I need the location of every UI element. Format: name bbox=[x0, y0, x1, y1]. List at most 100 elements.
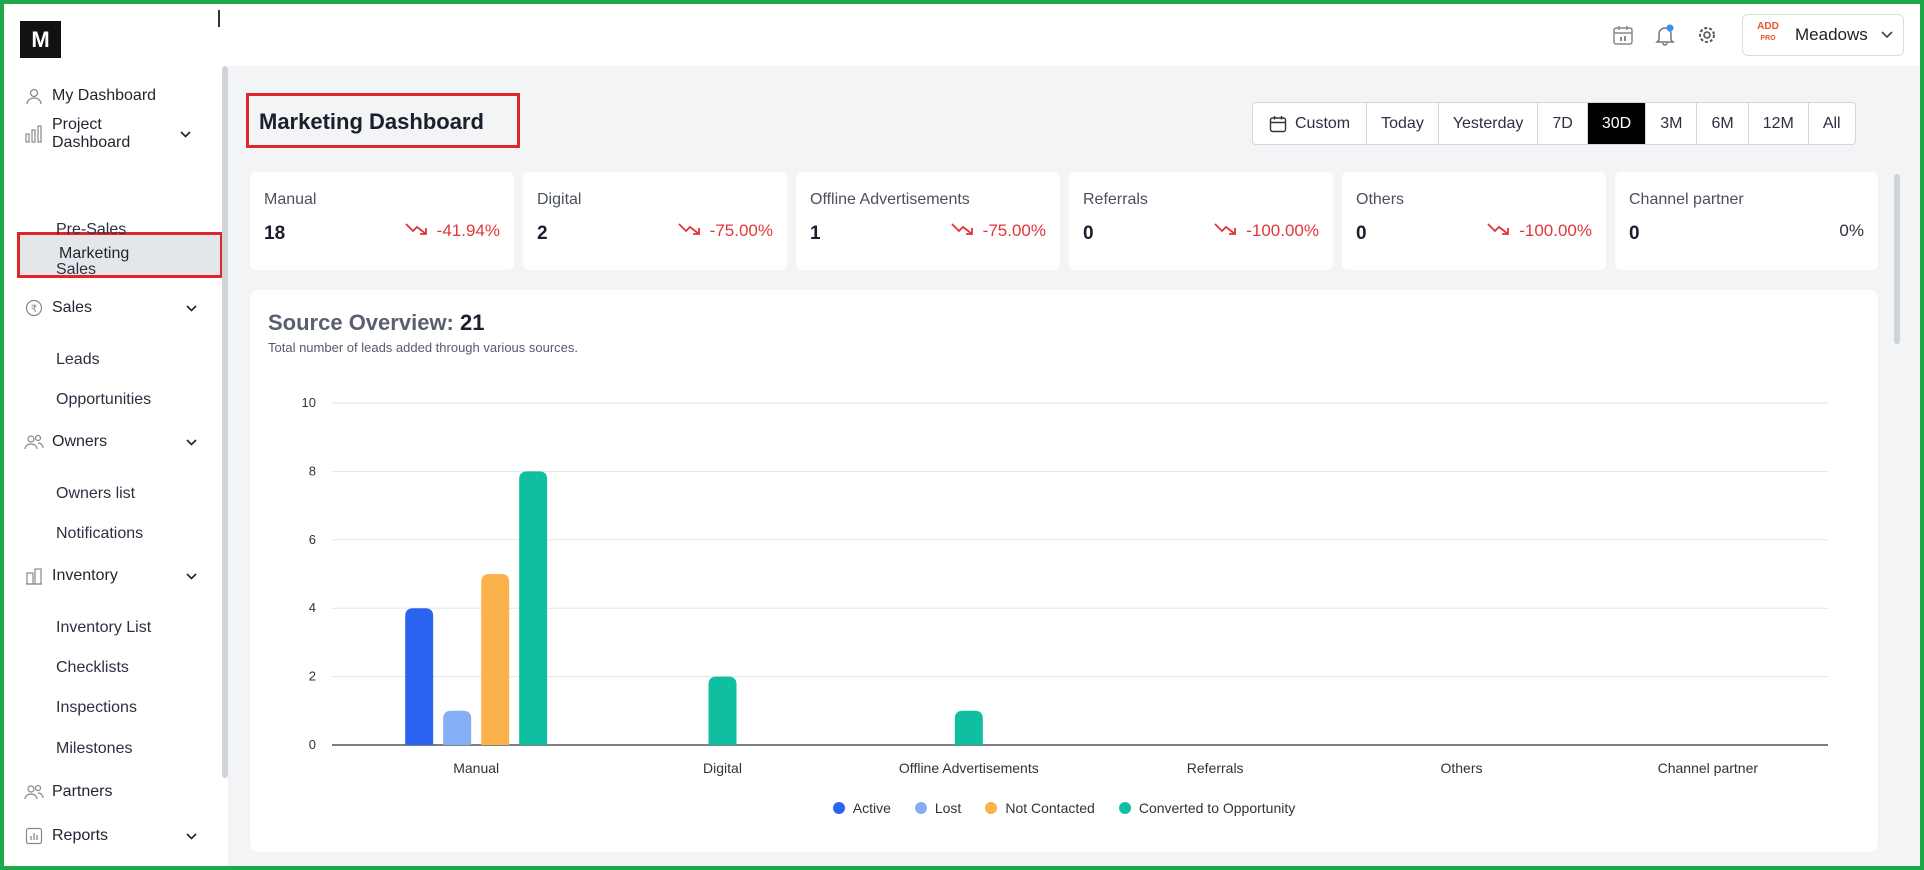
source-card-referrals[interactable]: Referrals 0 -100.00% bbox=[1069, 172, 1333, 270]
legend-item[interactable]: Active bbox=[832, 800, 891, 816]
legend-label: Not Contacted bbox=[1005, 800, 1095, 816]
card-change-value: -100.00% bbox=[1246, 221, 1319, 240]
x-tick-label: Channel partner bbox=[1658, 760, 1759, 776]
sidebar-item-owners[interactable]: Owners bbox=[4, 422, 214, 462]
legend-item[interactable]: Not Contacted bbox=[985, 800, 1095, 816]
card-change: -75.00% bbox=[678, 221, 773, 241]
sidebar-item-inventory[interactable]: Inventory bbox=[4, 556, 214, 596]
top-bar: M ADD PRO Meadows bbox=[0, 0, 1924, 66]
report-icon bbox=[22, 824, 46, 848]
bar-lost bbox=[443, 710, 472, 745]
source-card-manual[interactable]: Manual 18 -41.94% bbox=[250, 172, 514, 270]
sidebar-subitem-notifications[interactable]: Notifications bbox=[56, 525, 144, 542]
card-value: 18 bbox=[264, 223, 286, 244]
company-logo-bottom: PRO bbox=[1760, 35, 1776, 42]
sidebar-subitem-inspections[interactable]: Inspections bbox=[56, 699, 137, 716]
range-today-button[interactable]: Today bbox=[1366, 103, 1438, 144]
card-change: -75.00% bbox=[951, 221, 1046, 241]
trend-down-icon bbox=[405, 221, 437, 241]
y-tick-label: 8 bbox=[309, 463, 316, 478]
sidebar-subitem-milestones[interactable]: Milestones bbox=[56, 740, 133, 757]
card-change: -100.00% bbox=[1487, 221, 1592, 241]
sidebar-subitem-inventory-list[interactable]: Inventory List bbox=[56, 619, 152, 636]
app-logo[interactable]: M bbox=[20, 21, 61, 58]
range-label: Custom bbox=[1295, 114, 1351, 132]
legend-item[interactable]: Converted to Opportunity bbox=[1118, 800, 1296, 816]
gear-icon[interactable] bbox=[1692, 20, 1722, 50]
source-card-offline[interactable]: Offline Advertisements 1 -75.00% bbox=[796, 172, 1060, 270]
trend-down-icon bbox=[678, 221, 710, 241]
sidebar-subitem-owners-list[interactable]: Owners list bbox=[56, 485, 136, 502]
sidebar-scrollbar[interactable] bbox=[222, 66, 228, 778]
card-name: Referrals bbox=[1083, 191, 1148, 208]
users-icon bbox=[22, 780, 46, 804]
chevron-down-icon bbox=[186, 438, 200, 446]
card-change-value: -75.00% bbox=[709, 221, 773, 240]
sidebar-item-partners[interactable]: Partners bbox=[4, 772, 214, 812]
sidebar-item-reports[interactable]: Reports bbox=[4, 816, 214, 856]
user-menu[interactable]: ADD PRO Meadows bbox=[1742, 14, 1904, 56]
legend-label: Lost bbox=[934, 800, 962, 816]
range-6m-button[interactable]: 6M bbox=[1696, 103, 1747, 144]
card-change-value: -41.94% bbox=[436, 221, 500, 240]
sidebar-subitem-checklists[interactable]: Checklists bbox=[56, 659, 129, 676]
range-7d-button[interactable]: 7D bbox=[1537, 103, 1586, 144]
card-name: Others bbox=[1356, 191, 1405, 208]
chevron-down-icon bbox=[186, 304, 200, 312]
range-all-button[interactable]: All bbox=[1807, 103, 1855, 144]
sidebar-item-label: Owners bbox=[52, 433, 108, 450]
sidebar-subitem-pre-sales[interactable]: Pre-Sales bbox=[56, 221, 127, 238]
source-card-channel-partner[interactable]: Channel partner 0 0% bbox=[1615, 172, 1878, 270]
x-tick-label: Digital bbox=[703, 760, 742, 776]
overview-total: 21 bbox=[460, 310, 485, 335]
calendar-icon[interactable] bbox=[1608, 20, 1638, 50]
legend-dot bbox=[914, 802, 927, 814]
sidebar-item-label: Project Dashboard bbox=[52, 116, 131, 151]
main-scrollbar[interactable] bbox=[1894, 174, 1900, 344]
overview-title-label: Source Overview: bbox=[268, 310, 454, 335]
range-yesterday-button[interactable]: Yesterday bbox=[1437, 103, 1538, 144]
sidebar-item-sales[interactable]: ₹ Sales bbox=[4, 288, 214, 328]
bar-chart-icon bbox=[22, 122, 46, 146]
user-name: Meadows bbox=[1795, 25, 1868, 44]
sidebar-item-project-dashboard[interactable]: Project Dashboard bbox=[4, 114, 214, 154]
card-value: 1 bbox=[810, 223, 821, 244]
card-value: 2 bbox=[537, 223, 548, 244]
x-tick-label: Manual bbox=[453, 760, 499, 776]
chart-legend: Active Lost Not Contacted Converted to Oppo… bbox=[250, 800, 1878, 816]
sidebar-item-label: Partners bbox=[52, 783, 113, 800]
card-change-value: -75.00% bbox=[982, 221, 1046, 240]
sidebar-item-label: Inventory bbox=[52, 567, 118, 584]
company-logo-top: ADD bbox=[1757, 21, 1779, 32]
page-title-box: Marketing Dashboard bbox=[246, 93, 520, 148]
card-change: -41.94% bbox=[405, 221, 500, 241]
sidebar-subitem-opportunities[interactable]: Opportunities bbox=[56, 391, 152, 408]
sidebar-subitem-sales[interactable]: Sales bbox=[56, 261, 97, 278]
card-name: Manual bbox=[264, 191, 317, 208]
range-3m-button[interactable]: 3M bbox=[1645, 103, 1696, 144]
y-tick-label: 2 bbox=[309, 669, 316, 684]
sidebar-subitem-marketing[interactable]: Marketing bbox=[17, 232, 223, 278]
legend-label: Converted to Opportunity bbox=[1138, 800, 1296, 816]
range-custom-button[interactable]: Custom bbox=[1253, 103, 1366, 144]
chevron-down-icon bbox=[1881, 26, 1893, 44]
source-card-others[interactable]: Others 0 -100.00% bbox=[1342, 172, 1606, 270]
legend-item[interactable]: Lost bbox=[914, 800, 962, 816]
range-30d-button[interactable]: 30D bbox=[1586, 103, 1646, 144]
y-tick-label: 6 bbox=[309, 532, 316, 547]
bell-icon[interactable] bbox=[1650, 20, 1680, 50]
card-change: -100.00% bbox=[1214, 221, 1319, 241]
range-12m-button[interactable]: 12M bbox=[1747, 103, 1808, 144]
card-name: Digital bbox=[537, 191, 582, 208]
source-overview-chart: 0 2 4 6 8 10 Manual Digital Offline Advertisemen… bbox=[302, 395, 1828, 776]
sidebar-item-label: Reports bbox=[52, 827, 109, 844]
sidebar-subitem-leads[interactable]: Leads bbox=[56, 351, 100, 368]
x-tick-label: Others bbox=[1440, 760, 1482, 776]
company-logo: ADD PRO bbox=[1753, 21, 1783, 49]
trend-down-icon bbox=[1487, 221, 1519, 241]
card-value: 0 bbox=[1629, 223, 1640, 244]
sidebar-item-my-dashboard[interactable]: My Dashboard bbox=[4, 76, 214, 116]
overview-title: Source Overview: 21 bbox=[268, 310, 484, 336]
source-card-digital[interactable]: Digital 2 -75.00% bbox=[523, 172, 787, 270]
overview-subtitle: Total number of leads added through vari… bbox=[268, 340, 579, 355]
